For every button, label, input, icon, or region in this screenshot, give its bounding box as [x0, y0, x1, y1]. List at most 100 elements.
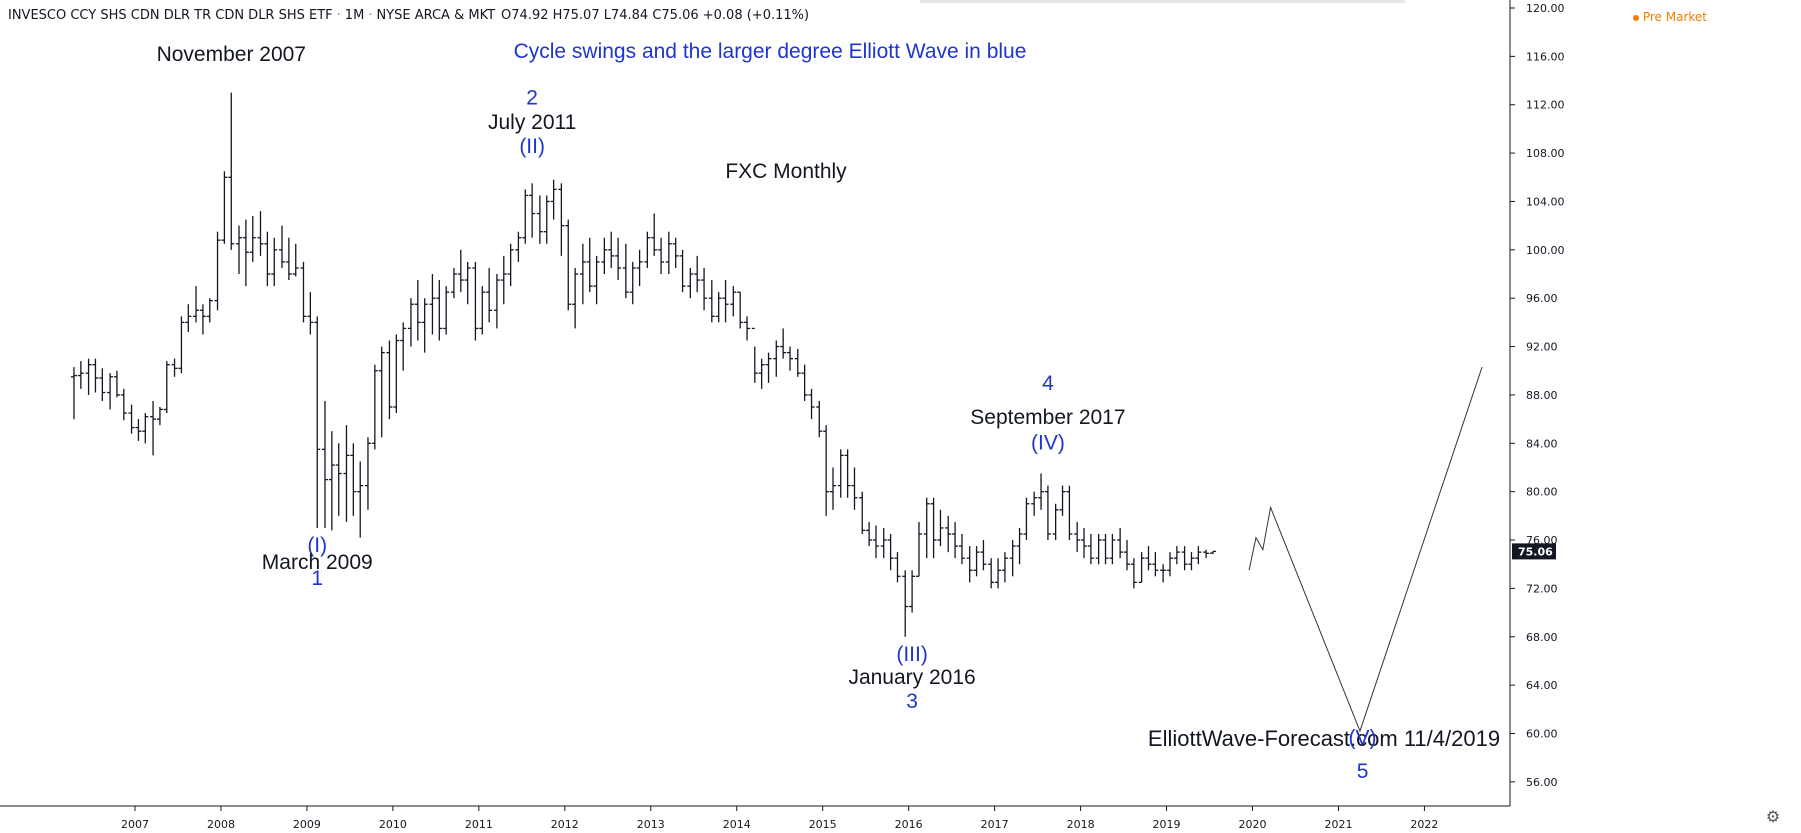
- ohlc-bar: [1044, 485, 1051, 541]
- ohlc-bar: [837, 449, 844, 498]
- ohlc-bar: [522, 189, 529, 244]
- wave-label: 5: [1357, 760, 1369, 783]
- ohlc-bar: [371, 364, 378, 450]
- ohlc-bar: [350, 443, 357, 516]
- x-tick-label: 2015: [809, 818, 837, 831]
- ohlc-bar: [679, 249, 686, 293]
- ohlc-bar: [995, 558, 1002, 589]
- ohlc-bar: [407, 298, 414, 347]
- gear-icon[interactable]: ⚙: [1765, 807, 1781, 826]
- ohlc-bar: [1087, 533, 1094, 565]
- ohlc-bar: [859, 491, 866, 534]
- ohlc-bar: [1173, 546, 1180, 565]
- y-tick-label: 92.00: [1526, 341, 1558, 354]
- ohlc-bar: [1160, 564, 1167, 583]
- ohlc-bar: [529, 183, 536, 238]
- interval-label[interactable]: 1M: [344, 8, 365, 23]
- ohlc-bar: [780, 328, 787, 359]
- last-price-badge: [1512, 543, 1556, 560]
- ohlc-bar: [242, 219, 249, 287]
- ohlc-bar: [1066, 485, 1073, 541]
- wave-label: 3: [906, 690, 918, 713]
- ohlc-bar: [1095, 533, 1102, 565]
- ohlc-bar: [400, 322, 407, 371]
- y-tick-label: 88.00: [1526, 389, 1558, 402]
- x-tick-label: 2016: [895, 818, 923, 831]
- date-annotation: March 2009: [262, 551, 373, 574]
- symbol-name: INVESCO CCY SHS CDN DLR TR CDN DLR SHS E…: [8, 8, 333, 23]
- ohlc-bar: [249, 215, 256, 262]
- ohlc-bar: [1138, 552, 1145, 584]
- ohlc-bar: [264, 231, 271, 287]
- ohlc-bar: [622, 243, 629, 299]
- ohlc-bar: [615, 237, 622, 281]
- x-tick-label: 2013: [637, 818, 665, 831]
- symbol-header[interactable]: INVESCO CCY SHS CDN DLR TR CDN DLR SHS E…: [8, 8, 810, 23]
- y-tick-label: 96.00: [1526, 292, 1558, 305]
- date-annotation: September 2017: [970, 406, 1125, 429]
- ohlc-bar: [156, 407, 163, 426]
- ohlc-bar: [443, 286, 450, 335]
- ohlc-bar: [364, 437, 371, 510]
- ohlc-bar: [558, 183, 565, 256]
- ohlc-bar: [414, 280, 421, 341]
- ohlc-bar: [937, 509, 944, 547]
- ohlc-bar: [206, 298, 213, 323]
- ohlc-bar: [1109, 533, 1116, 565]
- ohlc-bar: [1117, 527, 1124, 559]
- ohlc-bar: [163, 361, 170, 414]
- ohlc-bar: [550, 179, 557, 220]
- ohlc-bar: [271, 237, 278, 287]
- ohlc-bar: [665, 231, 672, 275]
- ohlc-bar: [744, 316, 751, 341]
- ohlc-bar: [185, 304, 192, 333]
- ohlc-bar: [150, 400, 157, 456]
- ohlc-bar: [1152, 552, 1159, 577]
- ohlc-bar: [880, 527, 887, 559]
- y-tick-label: 84.00: [1526, 437, 1558, 450]
- ohlc-bar: [1181, 546, 1188, 571]
- ohlc-bar: [214, 231, 221, 311]
- ohlc-bar: [830, 467, 837, 510]
- x-tick-label: 2012: [551, 818, 579, 831]
- ohlc-bar: [1009, 540, 1016, 577]
- projection-line: [1248, 366, 1483, 733]
- ohlc-bar: [973, 546, 980, 577]
- ohlc-bar: [687, 267, 694, 299]
- ohlc-bar: [450, 267, 457, 299]
- x-tick-label: 2007: [121, 818, 149, 831]
- ohlc-bar: [565, 219, 572, 311]
- wave-label: 2: [526, 87, 538, 110]
- exchange-label: NYSE ARCA & MKT: [376, 8, 496, 23]
- ohlc-bar: [479, 286, 486, 335]
- ohlc-bar: [787, 346, 794, 371]
- ohlc-bar: [1124, 540, 1131, 571]
- ohlc-bar: [1102, 533, 1109, 565]
- ohlc-bar: [493, 274, 500, 329]
- ohlc-bar: [872, 525, 879, 559]
- ohlc-bar: [257, 211, 264, 256]
- ohlc-bar: [708, 280, 715, 323]
- ohlc-bar: [593, 255, 600, 305]
- ohlc-bar: [722, 280, 729, 323]
- x-tick-label: 2018: [1067, 818, 1095, 831]
- axes: 56.0060.0064.0068.0072.0076.0080.0084.00…: [0, 0, 1565, 831]
- ohlc-bar: [278, 225, 285, 268]
- ohlc-bar: [135, 419, 142, 441]
- wave-label: (II): [519, 135, 545, 158]
- ohlc-bar: [915, 521, 922, 577]
- date-annotation: November 2007: [157, 43, 306, 66]
- ohlc-bar: [1145, 546, 1152, 571]
- ohlc-bar: [343, 425, 350, 522]
- wave-label: (I): [307, 534, 327, 557]
- ohlc-bar: [292, 243, 299, 277]
- ohlc-bar: [1203, 549, 1210, 559]
- y-tick-label: 56.00: [1526, 776, 1558, 789]
- watermark-text: ElliottWave-Forecast.com 11/4/2019: [1148, 726, 1500, 751]
- ohlc-bar: [952, 521, 959, 559]
- ohlc-bar: [70, 367, 77, 420]
- y-tick-label: 100.00: [1526, 244, 1565, 257]
- ohlc-bar: [701, 267, 708, 311]
- x-tick-label: 2010: [379, 818, 407, 831]
